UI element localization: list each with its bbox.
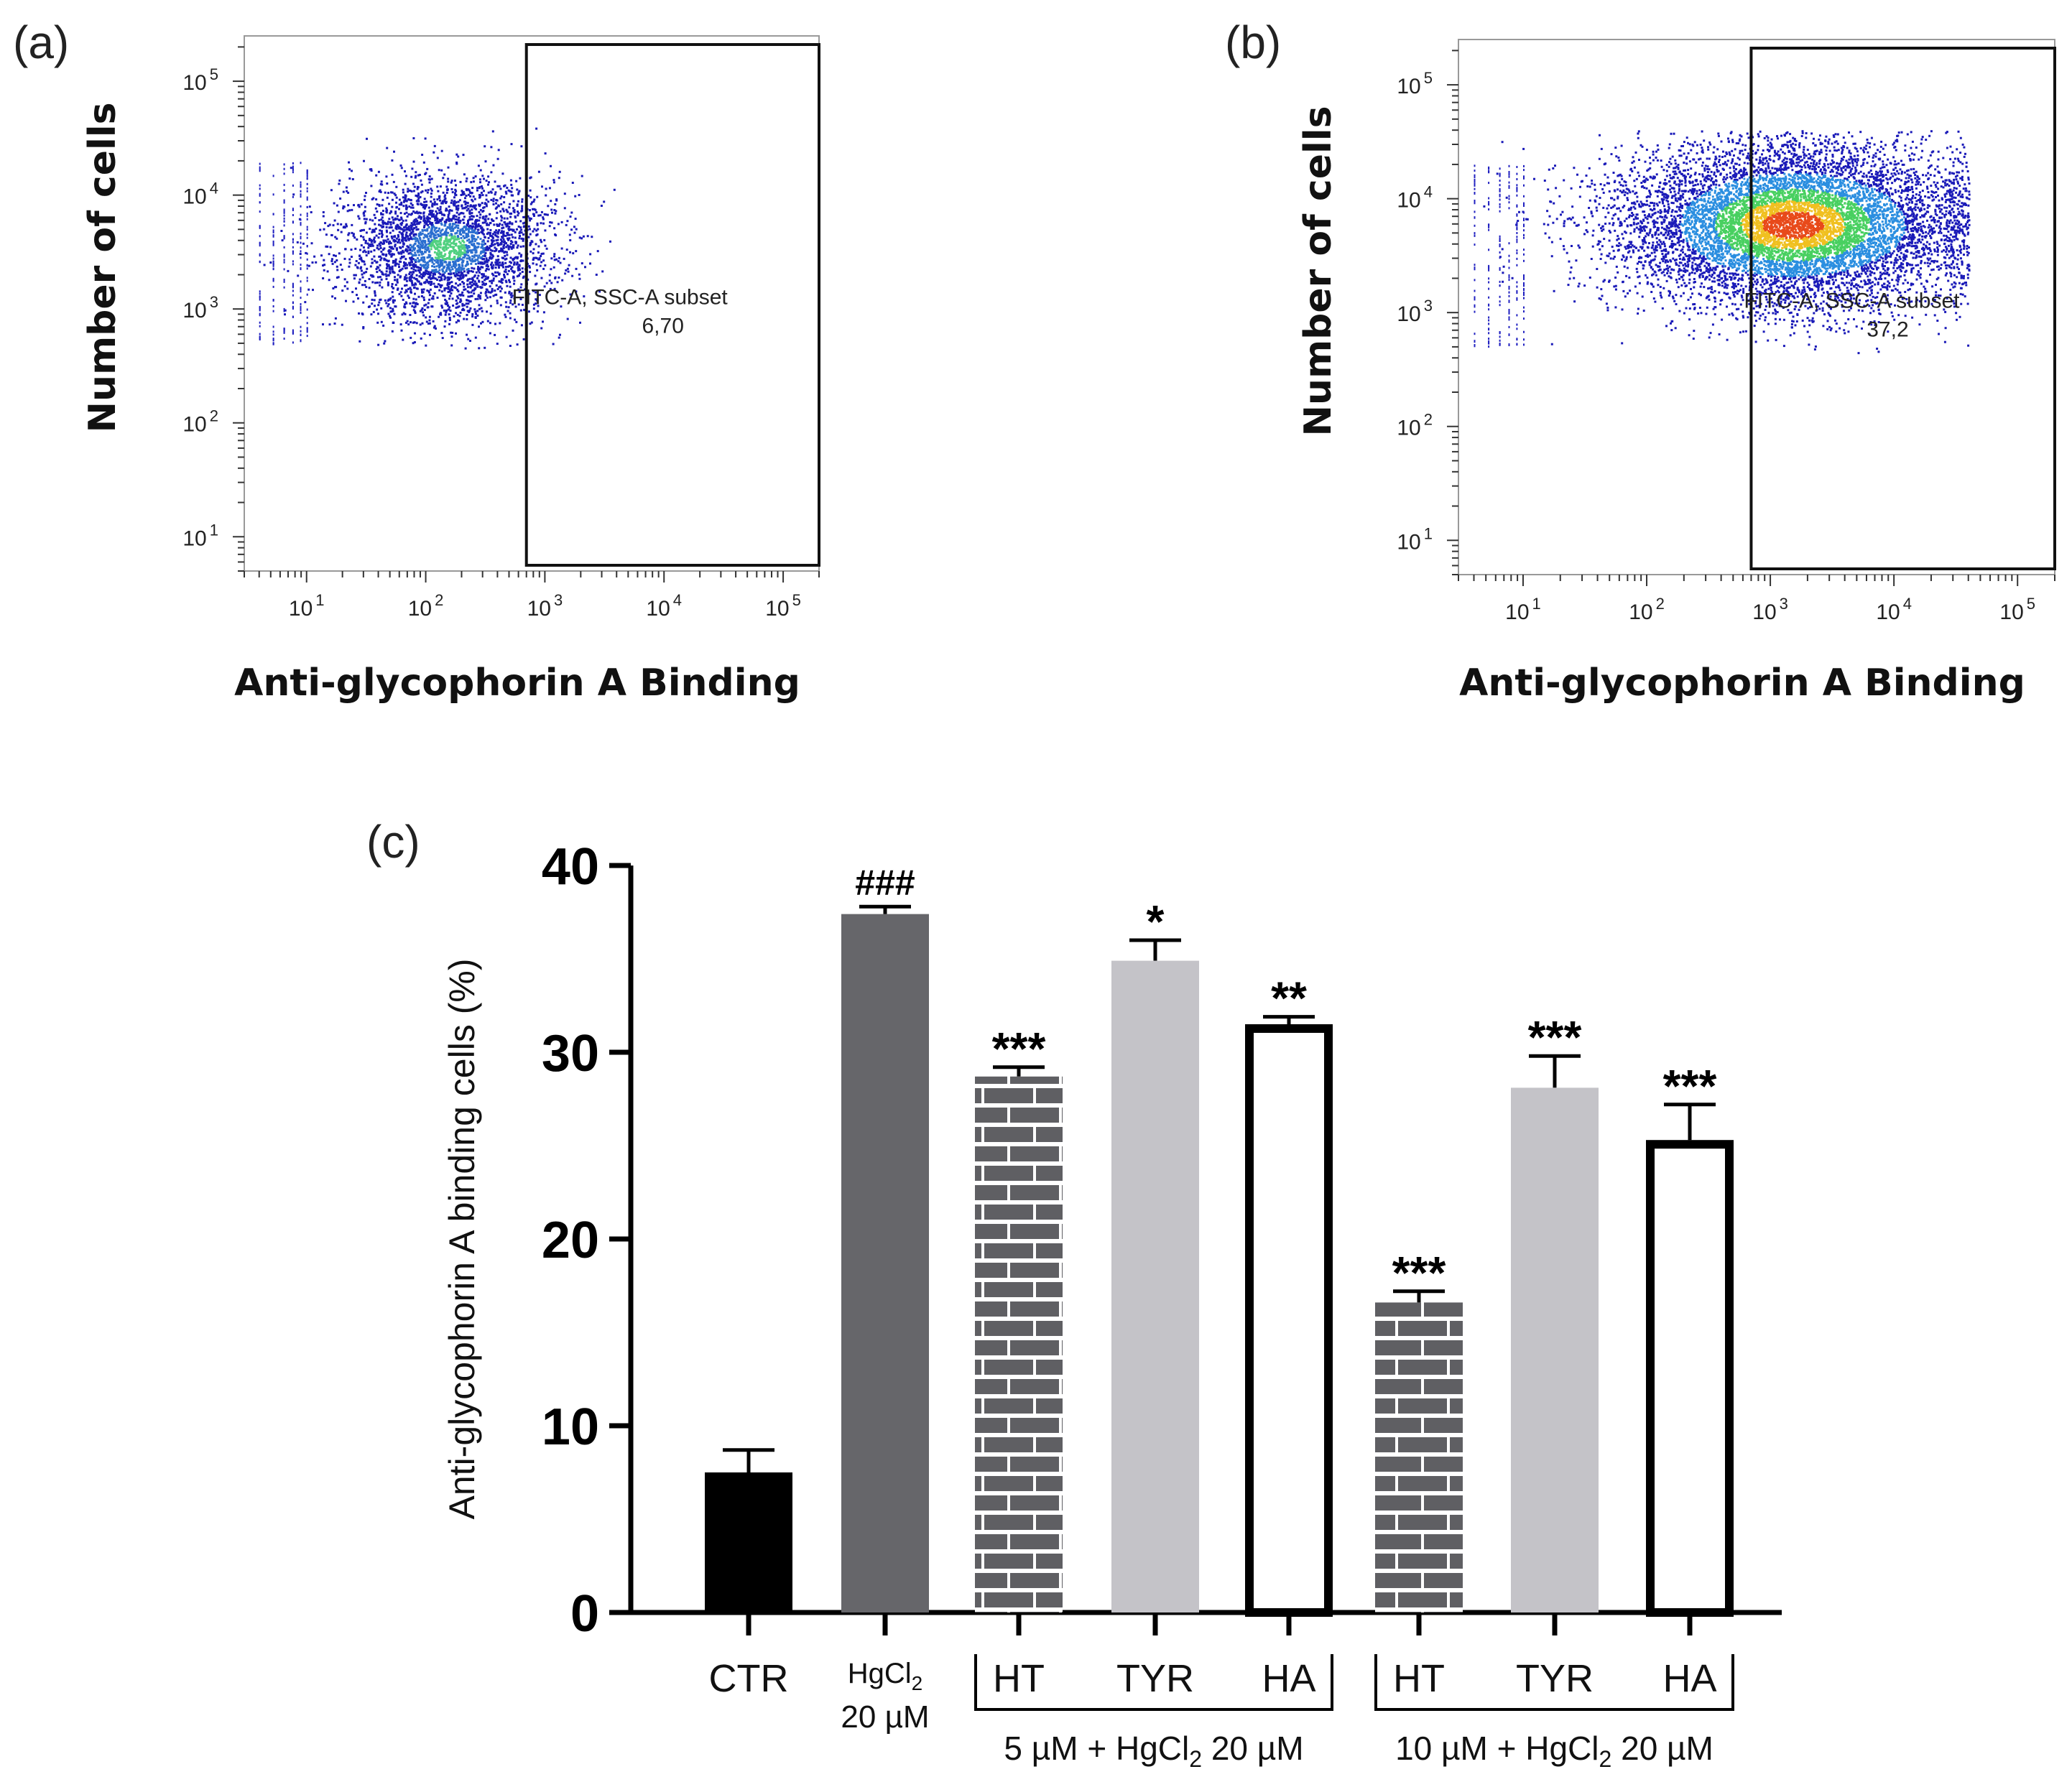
panel-a-letter: (a) [13, 17, 70, 68]
significance-label: *** [992, 1023, 1046, 1075]
significance-label: *** [1392, 1247, 1446, 1299]
bar [1245, 1024, 1333, 1617]
bar [1511, 1087, 1599, 1612]
significance-label: ** [1271, 973, 1307, 1024]
gate-value: 37,2 [1867, 318, 1908, 342]
x-category-label: TYR [1516, 1657, 1594, 1700]
x-category-label: HT [1393, 1657, 1445, 1700]
bar-panel-c: 0 10 20 30 40 Anti-glycophorin A binding cell… [442, 838, 1782, 1772]
y-tick-label: 30 [542, 1025, 599, 1082]
gate-label: FITC-A, SSC-A subset [1744, 289, 1960, 313]
gate-value: 6,70 [642, 315, 684, 338]
x-axis-title: Anti-glycophorin A Binding [1459, 662, 2025, 705]
x-category-label: HgCl2 [848, 1658, 922, 1694]
bar [975, 1076, 1063, 1612]
x-category-label: CTR [709, 1657, 789, 1700]
event-dots [259, 127, 616, 350]
y-axis-ticks [233, 46, 244, 572]
panel-c-letter: (c) [366, 816, 420, 868]
y-axis-ticks [1447, 50, 1458, 575]
gate-rectangle [1749, 47, 2057, 570]
gate-label: FITC-A, SSC-A subset [512, 286, 729, 310]
y-tick-label: 20 [542, 1212, 599, 1269]
y-axis-title: Anti-glycophorin A binding cells (%) [442, 959, 482, 1520]
significance-label: * [1147, 896, 1165, 947]
x-axis-title: Anti-glycophorin A Binding [234, 662, 800, 705]
bar [1646, 1140, 1734, 1617]
significance-label: ### [855, 863, 915, 903]
group-label: 5 µM + HgCl2 20 µM [1004, 1730, 1303, 1772]
y-axis-title: Number of cells [1297, 106, 1340, 436]
x-category-label: 20 µM [841, 1699, 929, 1735]
y-tick-label: 10 [542, 1398, 599, 1456]
bar [705, 1472, 792, 1612]
event-dots [1474, 130, 1971, 355]
y-axis-title: Number of cells [81, 102, 124, 432]
x-category-label: HA [1662, 1657, 1716, 1700]
group-label: 10 µM + HgCl2 20 µM [1395, 1730, 1713, 1772]
significance-label: *** [1528, 1011, 1582, 1063]
x-category-label: HA [1262, 1657, 1315, 1700]
group-bracket [974, 1654, 1333, 1711]
y-tick-label: 40 [542, 838, 599, 896]
x-axis-ticks [1458, 575, 2055, 586]
x-category-label: TYR [1116, 1657, 1194, 1700]
x-category-label: HT [993, 1657, 1045, 1700]
bar [841, 914, 929, 1612]
bar [1111, 960, 1199, 1612]
panel-b-letter: (b) [1225, 17, 1282, 68]
group-bracket [1374, 1654, 1734, 1711]
significance-label: *** [1663, 1060, 1717, 1112]
bar [1375, 1302, 1463, 1612]
y-tick-label: 0 [570, 1585, 599, 1643]
gate-rectangle [524, 43, 820, 567]
x-axis-ticks [244, 571, 820, 583]
